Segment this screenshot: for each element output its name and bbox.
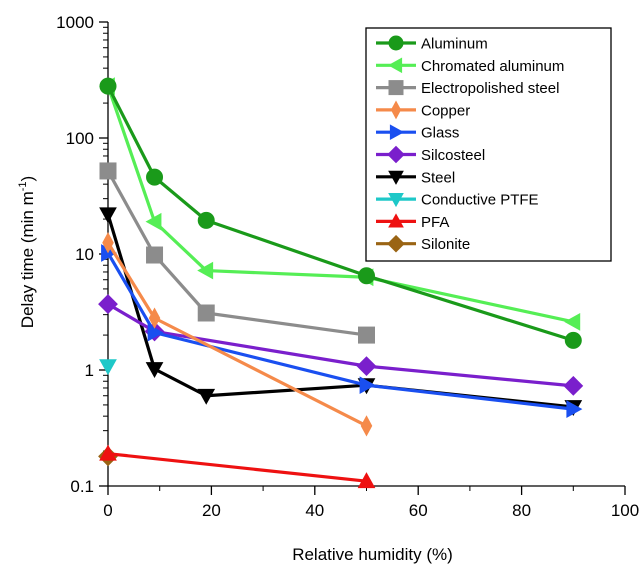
y-tick-label: 100 <box>66 129 94 148</box>
data-point <box>564 331 582 349</box>
legend-label: Steel <box>421 169 455 186</box>
data-point <box>145 212 162 231</box>
legend-entry: Aluminum <box>376 35 488 53</box>
y-tick-label: 0.1 <box>70 477 94 496</box>
x-axis-label: Relative humidity (%) <box>292 545 453 564</box>
y-axis-label-superscript: -1 <box>17 181 29 191</box>
data-point <box>102 232 114 254</box>
legend-label: Conductive PTFE <box>421 192 539 209</box>
legend-entry: Chromated aluminum <box>376 57 564 75</box>
legend-marker <box>388 213 404 228</box>
data-point <box>99 162 117 180</box>
legend-marker <box>389 124 405 141</box>
x-tick-label: 60 <box>409 501 428 520</box>
x-tick-label: 40 <box>305 501 324 520</box>
data-point <box>98 294 118 314</box>
data-point <box>197 261 214 280</box>
axes: 0.1 1 10 100 1000 0 20 40 60 80 100 <box>56 13 639 520</box>
y-tick-label: 1000 <box>56 13 94 32</box>
legend-marker <box>387 57 403 74</box>
legend-marker <box>388 170 404 185</box>
legend-entry: PFA <box>376 213 449 231</box>
series-layer <box>98 77 584 489</box>
data-point <box>197 211 215 229</box>
legend: Aluminum Chromated aluminum Electropolishe… <box>365 27 612 262</box>
data-point <box>99 77 117 95</box>
data-point <box>99 207 117 224</box>
legend-label: Aluminum <box>421 36 488 53</box>
series-glass <box>101 244 583 418</box>
y-axis-label-close: ) <box>18 176 37 182</box>
series-line <box>106 241 368 428</box>
legend-marker <box>388 35 404 51</box>
series-electropolished-steel <box>99 162 375 344</box>
data-point <box>358 326 375 344</box>
data-point <box>358 267 375 285</box>
legend-entry: Silonite <box>376 234 470 253</box>
y-tick-label: 10 <box>75 245 94 264</box>
data-point <box>357 472 376 489</box>
x-tick-label: 80 <box>512 501 531 520</box>
series-aluminum <box>99 77 582 349</box>
data-point <box>99 444 117 461</box>
series-copper <box>102 232 373 437</box>
legend-label: Chromated aluminum <box>421 58 564 75</box>
legend-entry: Conductive PTFE <box>376 192 539 209</box>
series-line <box>107 452 367 483</box>
data-point <box>359 376 376 395</box>
data-point <box>99 359 117 376</box>
data-point <box>197 388 216 405</box>
x-tick-label: 20 <box>202 501 221 520</box>
data-point <box>360 415 373 437</box>
y-tick-label: 1 <box>85 361 94 380</box>
data-point <box>197 304 215 322</box>
legend-marker <box>388 80 404 96</box>
series-line <box>106 170 367 337</box>
x-tick-label: 100 <box>611 501 639 520</box>
data-point <box>564 313 581 331</box>
y-axis-label-main: Delay time (min m <box>18 191 37 328</box>
legend-label: Silonite <box>421 236 470 253</box>
legend-marker <box>387 234 405 253</box>
legend-label: Glass <box>421 125 459 142</box>
data-point <box>146 246 164 264</box>
data-point <box>148 307 161 329</box>
series-silcosteel <box>98 294 584 396</box>
legend-label: Silcosteel <box>421 147 485 164</box>
legend-entry: Glass <box>376 124 459 142</box>
series-line <box>106 252 574 411</box>
data-point <box>563 375 584 396</box>
legend-marker <box>387 145 405 164</box>
legend-entry: Silcosteel <box>376 145 485 164</box>
legend-label: Electropolished steel <box>421 80 559 97</box>
series-pfa <box>99 444 376 489</box>
legend-entry: Copper <box>376 100 470 120</box>
legend-entry: Electropolished steel <box>376 80 559 97</box>
legend-label: PFA <box>421 214 449 231</box>
data-point <box>566 400 583 418</box>
legend-label: Copper <box>421 102 470 119</box>
y-axis-label: Delay time (min m-1) <box>17 176 37 328</box>
x-tick-label: 0 <box>103 501 112 520</box>
data-point <box>356 356 377 377</box>
series-line <box>107 302 574 388</box>
legend-marker <box>390 100 402 120</box>
data-point <box>147 323 164 342</box>
legend-marker <box>388 193 404 208</box>
legend-entry: Steel <box>376 169 455 186</box>
series-conductive-ptfe <box>99 359 117 376</box>
data-point <box>145 362 164 379</box>
data-point <box>146 168 164 186</box>
